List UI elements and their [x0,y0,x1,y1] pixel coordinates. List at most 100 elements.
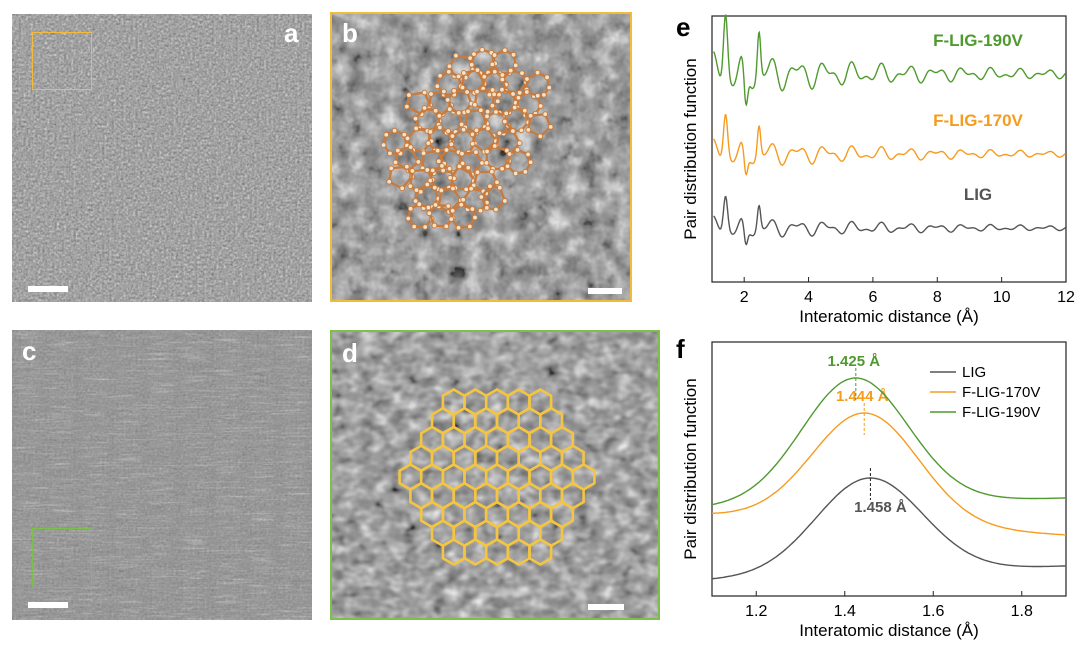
atom-dot [387,150,393,157]
atom-dot [431,222,438,229]
atom-dot [460,196,467,203]
series-line-lig [711,477,1067,580]
atom-dot [534,69,541,76]
atom-dot [472,214,478,221]
panel-letter-c: c [22,336,37,366]
atom-dot [459,150,465,157]
atom-dot [496,130,503,137]
atom-dot [456,163,463,170]
atom-dot [448,141,455,148]
atom-dot [448,216,455,223]
atom-dot [380,142,387,148]
atom-dot [501,118,508,125]
x-tick-label-e: 12 [1057,289,1075,306]
atom-dot [519,70,525,77]
atom-dot [455,224,462,231]
atom-dot [506,151,513,157]
atom-dot [515,94,522,101]
x-tick-label-e: 10 [993,289,1011,306]
scale-bar-d [588,604,624,610]
atom-dot [445,128,452,134]
atom-dot [463,186,470,193]
atom-dot [468,61,475,68]
chart-f: f 1.2 1.4 1.6 1.8 Interatomic distance (Å) Pa… [668,330,1083,647]
atom-dot [547,123,554,130]
atom-dot [469,206,476,212]
atom-dot [391,127,398,134]
series-line-f-lig-190v [712,14,1067,107]
atom-overlay-orange [380,46,554,231]
atom-dot [504,163,511,170]
atom-dot [523,89,530,95]
atom-dot [525,127,532,133]
atom-dot [404,135,411,142]
atom-dot [488,168,495,175]
atom-dot [447,174,454,181]
atom-dot [503,110,510,117]
atom-dot [437,72,443,79]
chart-e: e 2 4 6 8 10 12 Interatomic distance (Å) Pair d… [668,8,1083,330]
atom-dot [460,126,467,133]
atom-dot [443,223,450,230]
x-tick-label-f: 1.4 [834,603,856,620]
atom-dot [455,73,462,80]
atom-dot [439,163,445,169]
atom-dot [489,102,496,109]
tem-texture-c [12,330,312,620]
atom-dot [403,103,410,110]
atom-dot [491,143,498,149]
atom-dot [451,87,457,94]
atom-dot [464,89,470,95]
atom-dot [449,207,456,214]
atom-dot [474,169,481,176]
atom-dot [407,205,414,212]
atom-dot [445,68,452,75]
atom-dot [450,185,456,192]
scale-bar-c [28,602,68,608]
atom-dot [469,140,476,147]
atom-dot [443,147,450,153]
scale-bar-a [28,286,68,292]
atom-dot [413,125,420,132]
atom-dot [477,207,484,214]
atom-dot [537,133,544,140]
atom-dot [541,91,547,98]
atom-dot [425,204,432,211]
atom-dot [478,194,485,200]
atom-dot [501,47,508,54]
panel-letter-e: e [676,12,690,42]
atom-dot [522,168,529,175]
atom-dot [444,97,451,103]
atom-dot [460,70,467,76]
tem-texture-a [12,14,312,302]
atom-dot [474,67,481,73]
atom-dot [459,84,466,91]
atom-dot [465,108,471,115]
atom-dot [446,165,453,172]
atom-dot [440,88,447,95]
pdf-chart-e: e 2 4 6 8 10 12 Interatomic distance (Å) Pair d… [676,12,1075,326]
peak-label: 1.444 Å [836,388,889,405]
atom-dot [474,88,480,95]
atom-dot [458,201,465,208]
series-line-f-lig-170v [713,113,1067,176]
atom-dot [407,144,414,151]
y-axis-label-e: Pair distribution function [681,58,700,239]
scale-bar-b [588,288,622,294]
atom-dot [409,168,416,174]
atom-dot [440,167,447,174]
atom-dot [432,107,439,114]
atom-dot [438,187,445,194]
atom-dot [507,67,514,74]
tem-texture-d [332,332,658,618]
atom-dot [434,83,441,90]
series-line-lig [713,195,1067,246]
atom-dot [412,115,419,122]
atom-dot [491,91,498,98]
atom-dot [496,184,503,191]
graphene-lattice-overlay [398,387,596,566]
x-tick-label-e: 4 [804,289,813,306]
atom-dot [434,147,441,154]
atom-dot [484,148,491,155]
atom-dot [501,198,508,204]
